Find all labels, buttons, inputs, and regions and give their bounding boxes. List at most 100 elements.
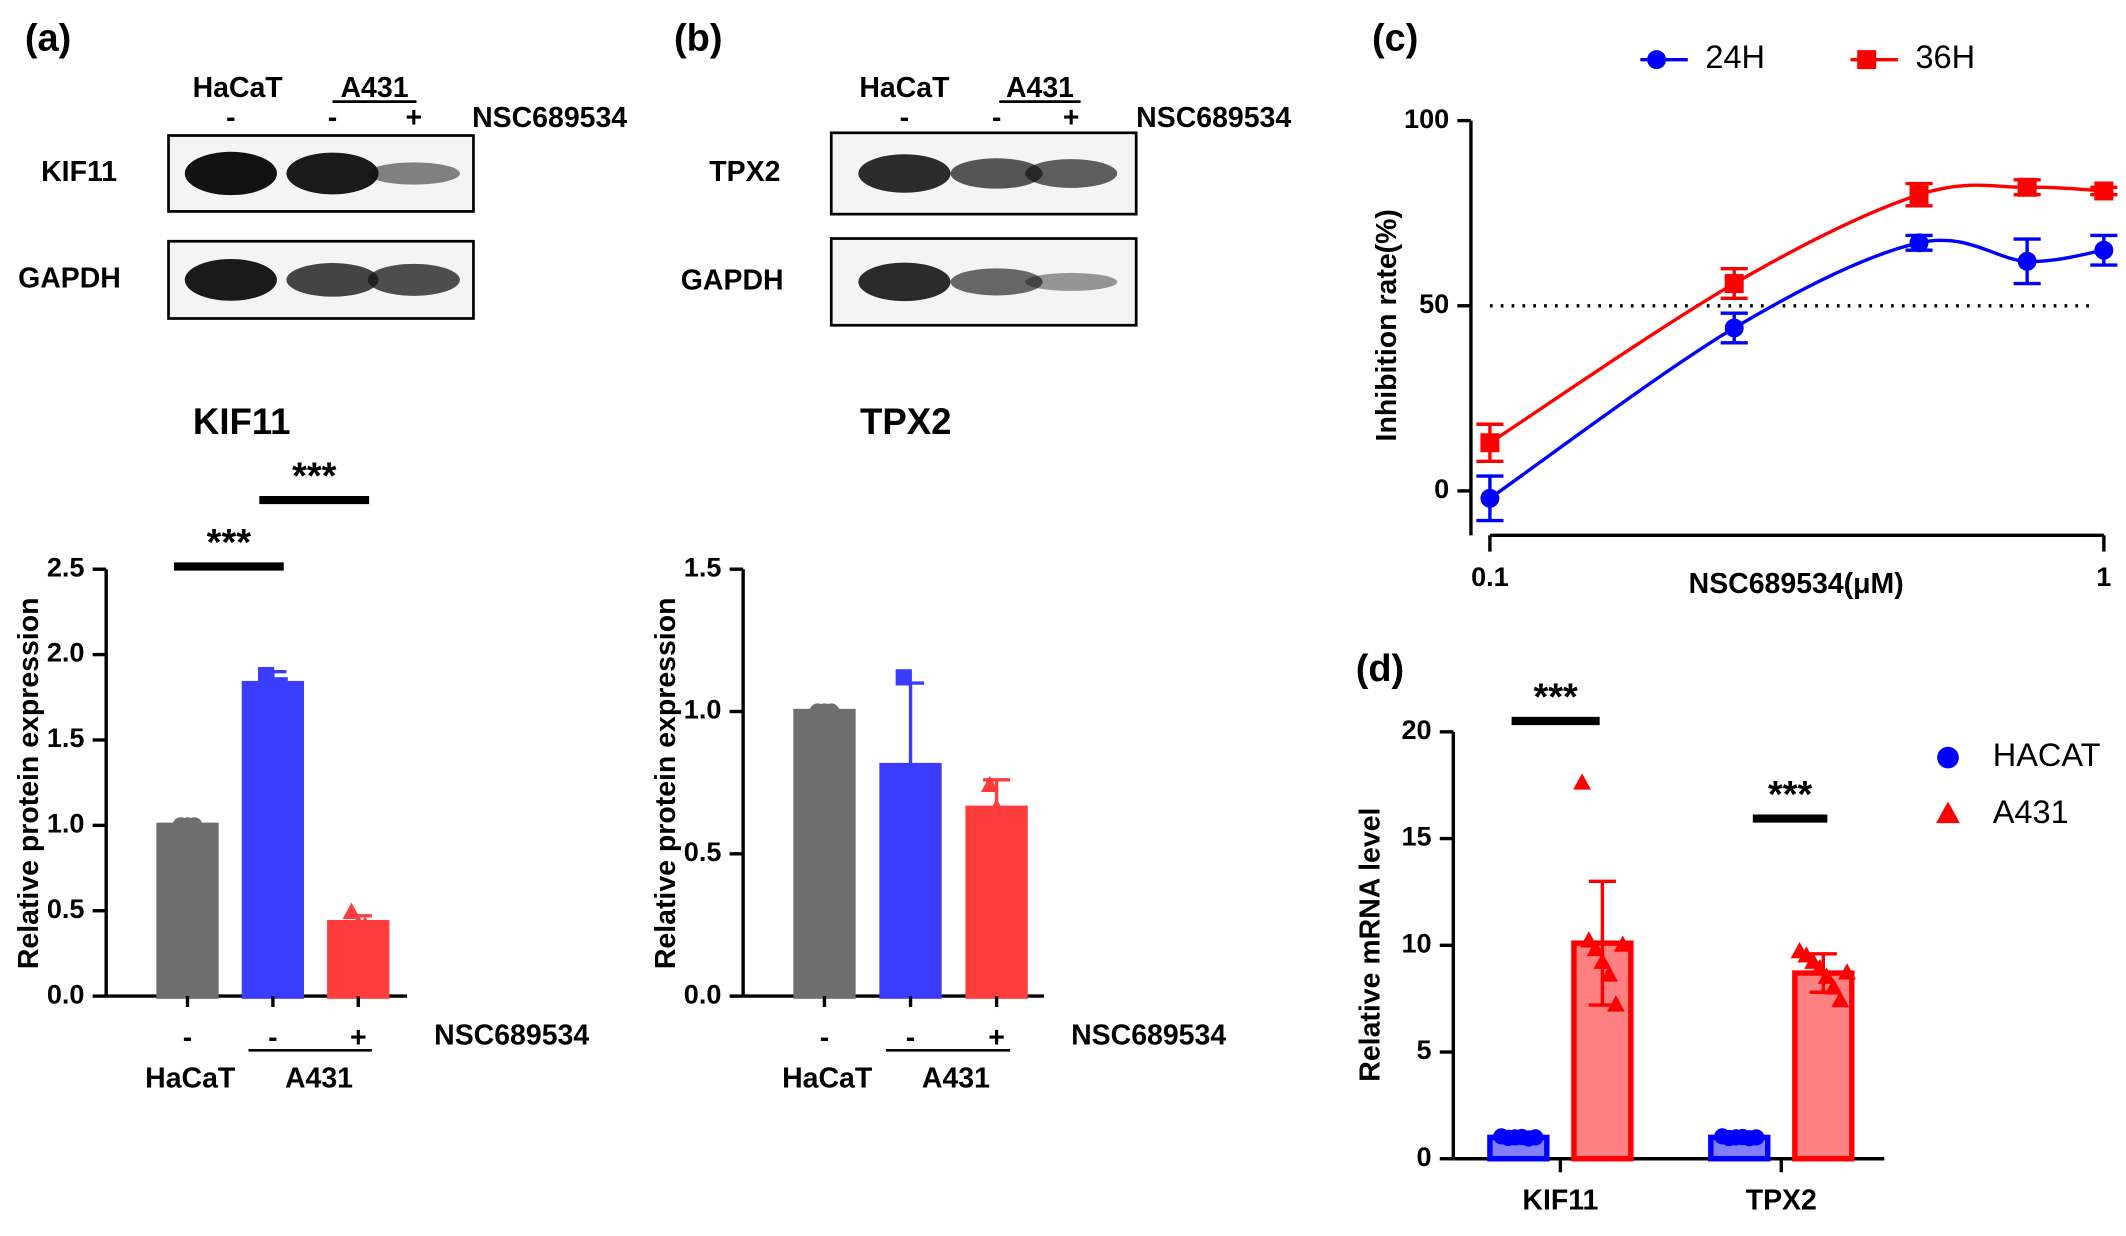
blot-sign: - bbox=[328, 102, 337, 134]
y-tick-label: 20 bbox=[1401, 714, 1431, 745]
y-tick-label: 0 bbox=[1434, 473, 1449, 504]
data-point bbox=[1817, 967, 1836, 984]
data-point bbox=[2094, 181, 2114, 201]
blot-band bbox=[367, 263, 460, 296]
y-tick-label: 1.5 bbox=[684, 551, 722, 582]
y-tick-label: 100 bbox=[1404, 103, 1449, 134]
blot-row-label: TPX2 bbox=[709, 156, 780, 188]
series-line bbox=[1488, 238, 2105, 500]
y-axis-label: Inhibition rate(%) bbox=[1371, 209, 1403, 441]
y-tick-label: 50 bbox=[1419, 288, 1449, 319]
x-tick-label: + bbox=[988, 1022, 1005, 1054]
data-point bbox=[1586, 939, 1605, 957]
data-point bbox=[1748, 1129, 1765, 1146]
x-group-label: A431 bbox=[285, 1063, 353, 1095]
y-tick-label: 5 bbox=[1417, 1034, 1432, 1065]
data-point bbox=[909, 837, 926, 854]
panel-label: (d) bbox=[1356, 648, 1404, 690]
data-point bbox=[823, 703, 840, 720]
x-tick-label: KIF11 bbox=[1522, 1185, 1598, 1217]
data-point bbox=[1527, 1129, 1544, 1146]
x-tick-label: + bbox=[350, 1022, 367, 1054]
blot-band bbox=[286, 152, 379, 195]
panel-label: (c) bbox=[1372, 18, 1418, 60]
x-annotation: NSC689534 bbox=[1071, 1019, 1226, 1051]
bar bbox=[241, 680, 305, 999]
blot-band bbox=[858, 154, 951, 193]
data-point bbox=[994, 826, 1013, 844]
legend-marker bbox=[1857, 50, 1877, 70]
data-point bbox=[1613, 935, 1632, 952]
blot-sign: - bbox=[992, 102, 1001, 134]
data-point bbox=[1724, 318, 1744, 338]
x-tick-label: - bbox=[183, 1022, 192, 1054]
y-tick-label: 0 bbox=[1417, 1141, 1432, 1172]
y-tick-label: 0.5 bbox=[684, 836, 722, 867]
significance-label: *** bbox=[1768, 774, 1813, 816]
data-point bbox=[356, 916, 374, 933]
y-tick-label: 1.5 bbox=[47, 722, 85, 753]
data-point bbox=[1824, 978, 1843, 995]
data-point bbox=[257, 666, 275, 684]
legend-label: HACAT bbox=[1993, 737, 2101, 773]
chart-title: KIF11 bbox=[193, 401, 291, 442]
x-annotation: NSC689534 bbox=[434, 1019, 589, 1051]
blot-group-label: HaCaT bbox=[859, 72, 950, 104]
blot-treatment: NSC689534 bbox=[1136, 102, 1291, 134]
data-point bbox=[271, 677, 288, 694]
blot-band bbox=[367, 162, 460, 185]
y-axis-label: Relative protein expression bbox=[650, 598, 682, 970]
data-point bbox=[1810, 959, 1829, 976]
data-point bbox=[1909, 233, 1929, 253]
significance-label: *** bbox=[1533, 676, 1578, 718]
blot-band bbox=[184, 258, 277, 301]
data-point bbox=[902, 765, 919, 783]
y-tick-label: 0.0 bbox=[684, 978, 722, 1009]
data-point bbox=[1573, 773, 1592, 790]
blot-band bbox=[286, 263, 379, 297]
x-tick-label: - bbox=[268, 1022, 277, 1054]
y-tick-label: 15 bbox=[1401, 821, 1431, 852]
x-group-label: A431 bbox=[922, 1063, 990, 1095]
x-axis-label: NSC689534(μM) bbox=[1689, 568, 1904, 600]
data-point bbox=[186, 817, 203, 834]
blot-band bbox=[184, 151, 277, 196]
blot-group-label: A431 bbox=[1006, 72, 1074, 104]
y-tick-label: 0.5 bbox=[47, 893, 85, 924]
y-tick-label: 2.5 bbox=[47, 551, 85, 582]
y-tick-label: 2.0 bbox=[47, 637, 85, 668]
legend-marker bbox=[1937, 746, 1959, 769]
y-axis-label: Relative mRNA level bbox=[1355, 808, 1387, 1082]
data-point bbox=[1579, 931, 1598, 948]
data-point bbox=[1600, 965, 1619, 982]
blot-sign: - bbox=[900, 102, 909, 134]
legend-marker bbox=[1647, 50, 1667, 70]
y-tick-label: 1.0 bbox=[684, 694, 722, 725]
y-tick-label: 1.0 bbox=[47, 808, 85, 839]
y-tick-label: 10 bbox=[1401, 927, 1431, 958]
significance-label: *** bbox=[292, 455, 337, 497]
bar bbox=[793, 708, 856, 999]
data-point bbox=[987, 798, 1006, 815]
data-point bbox=[1724, 274, 1744, 294]
legend-label: A431 bbox=[1993, 794, 2069, 830]
data-point bbox=[980, 775, 999, 793]
panel-label: (a) bbox=[25, 18, 71, 60]
x-tick-label: 0.1 bbox=[1471, 561, 1509, 592]
x-tick-label: - bbox=[820, 1022, 829, 1054]
significance-label: *** bbox=[207, 522, 252, 564]
data-point bbox=[1480, 488, 1500, 508]
blot-band bbox=[1025, 159, 1118, 188]
blot-band bbox=[858, 262, 951, 302]
legend-label: 36H bbox=[1915, 39, 1975, 75]
x-group-label: HaCaT bbox=[145, 1063, 236, 1095]
blot-treatment: NSC689534 bbox=[472, 102, 627, 134]
x-tick-label: TPX2 bbox=[1746, 1185, 1817, 1217]
data-point bbox=[1593, 952, 1612, 969]
blot-band bbox=[950, 268, 1043, 296]
blot-band bbox=[950, 158, 1043, 189]
blot-sign: + bbox=[1063, 102, 1080, 134]
blot-row-label: GAPDH bbox=[681, 264, 784, 296]
blot-group-label: HaCaT bbox=[193, 72, 284, 104]
legend-label: 24H bbox=[1705, 39, 1765, 75]
